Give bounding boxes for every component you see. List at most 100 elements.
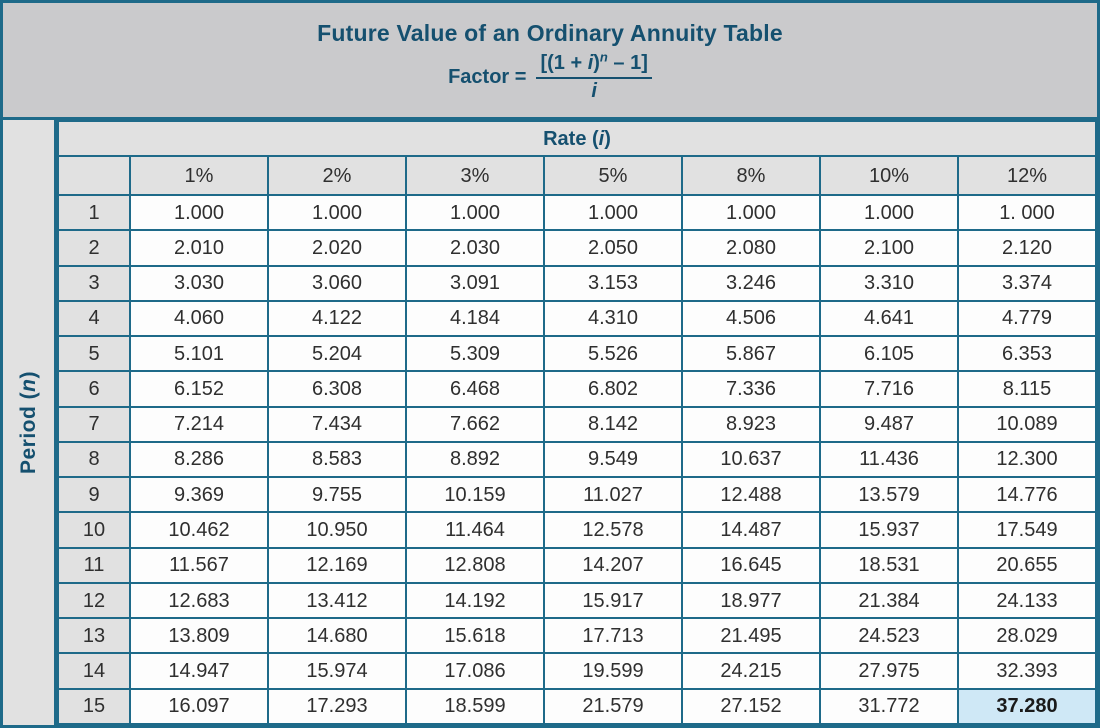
formula-fraction: [(1 + i)n – 1] i <box>536 50 652 103</box>
value-cell: 18.599 <box>405 687 545 726</box>
value-cell: 6.802 <box>543 370 683 408</box>
value-cell: 6.105 <box>819 335 959 373</box>
value-cell: 12.488 <box>681 476 821 514</box>
value-cell: 9.369 <box>129 476 269 514</box>
value-cell: 24.215 <box>681 652 821 690</box>
factor-formula: Factor = [(1 + i)n – 1] i <box>448 50 652 103</box>
value-cell: 6.353 <box>957 335 1097 373</box>
value-cell: 14.192 <box>405 581 545 620</box>
table-row: 1 1.000 1.000 1.000 1.000 1.000 1.000 1. 000 <box>57 193 1097 232</box>
value-cell: 3.246 <box>681 264 821 302</box>
period-cell: 6 <box>57 370 131 408</box>
value-cell: 4.184 <box>405 299 545 338</box>
table-row: 15 16.097 17.293 18.599 21.579 27.152 31.772 37… <box>57 687 1097 726</box>
table-row: 4 4.060 4.122 4.184 4.310 4.506 4.641 4.779 <box>57 299 1097 338</box>
value-cell: 2.020 <box>267 229 407 267</box>
formula-denominator: i <box>591 79 597 102</box>
period-cell: 5 <box>57 335 131 373</box>
rate-col-header: 5% <box>543 155 683 196</box>
value-cell: 8.892 <box>405 440 545 479</box>
table-row: 3 3.030 3.060 3.091 3.153 3.246 3.310 3.374 <box>57 264 1097 302</box>
value-cell: 15.618 <box>405 617 545 655</box>
value-cell: 6.152 <box>129 370 269 408</box>
period-cell: 9 <box>57 476 131 514</box>
value-cell: 2.050 <box>543 229 683 267</box>
value-cell: 14.776 <box>957 476 1097 514</box>
value-cell: 7.214 <box>129 405 269 443</box>
value-cell: 24.133 <box>957 581 1097 620</box>
value-cell: 13.579 <box>819 476 959 514</box>
value-cell: 5.867 <box>681 335 821 373</box>
value-cell: 3.153 <box>543 264 683 302</box>
value-cell: 5.526 <box>543 335 683 373</box>
value-cell: 27.152 <box>681 687 821 726</box>
value-cell: 5.204 <box>267 335 407 373</box>
formula-numerator: [(1 + i)n – 1] <box>536 50 652 79</box>
value-cell: 13.809 <box>129 617 269 655</box>
period-cell: 15 <box>57 687 131 726</box>
value-cell: 12.578 <box>543 511 683 549</box>
value-cell: 1.000 <box>405 193 545 232</box>
value-cell: 3.060 <box>267 264 407 302</box>
value-cell: 2.100 <box>819 229 959 267</box>
value-cell: 11.436 <box>819 440 959 479</box>
value-cell: 17.293 <box>267 687 407 726</box>
figure-title: Future Value of an Ordinary Annuity Tabl… <box>317 19 783 46</box>
rate-col-header: 12% <box>957 155 1097 196</box>
value-cell: 3.030 <box>129 264 269 302</box>
value-cell: 5.101 <box>129 335 269 373</box>
table-row: 6 6.152 6.308 6.468 6.802 7.336 7.716 8.115 <box>57 370 1097 408</box>
value-cell: 3.374 <box>957 264 1097 302</box>
value-cell: 15.917 <box>543 581 683 620</box>
table-row: 2 2.010 2.020 2.030 2.050 2.080 2.100 2.120 <box>57 229 1097 267</box>
value-cell: 18.977 <box>681 581 821 620</box>
value-cell: 1.000 <box>819 193 959 232</box>
table-row: 9 9.369 9.755 10.159 11.027 12.488 13.579 14.77… <box>57 476 1097 514</box>
value-cell: 12.169 <box>267 546 407 584</box>
value-cell: 9.549 <box>543 440 683 479</box>
value-cell: 24.523 <box>819 617 959 655</box>
value-cell: 15.974 <box>267 652 407 690</box>
value-cell: 1.000 <box>129 193 269 232</box>
value-cell: 20.655 <box>957 546 1097 584</box>
rate-axis-label: Rate (i) <box>57 120 1097 157</box>
value-cell: 18.531 <box>819 546 959 584</box>
value-cell: 4.779 <box>957 299 1097 338</box>
value-cell: 11.027 <box>543 476 683 514</box>
value-cell: 10.637 <box>681 440 821 479</box>
value-cell: 2.120 <box>957 229 1097 267</box>
value-cell: 21.495 <box>681 617 821 655</box>
value-cell: 27.975 <box>819 652 959 690</box>
value-cell: 14.947 <box>129 652 269 690</box>
value-cell: 14.487 <box>681 511 821 549</box>
value-cell: 11.567 <box>129 546 269 584</box>
value-cell: 6.308 <box>267 370 407 408</box>
value-cell: 7.716 <box>819 370 959 408</box>
value-cell: 7.336 <box>681 370 821 408</box>
value-cell: 7.434 <box>267 405 407 443</box>
corner-cell <box>57 155 131 196</box>
value-cell: 2.030 <box>405 229 545 267</box>
value-cell: 2.080 <box>681 229 821 267</box>
value-cell: 14.680 <box>267 617 407 655</box>
period-cell: 14 <box>57 652 131 690</box>
value-cell: 6.468 <box>405 370 545 408</box>
value-cell: 4.641 <box>819 299 959 338</box>
rate-col-header: 2% <box>267 155 407 196</box>
annuity-factor-table: Rate (i) 1% 2% 3% 5% 8% 10% 12% 1 1.000 1.000 1.0… <box>57 120 1097 726</box>
value-cell: 10.950 <box>267 511 407 549</box>
value-cell: 32.393 <box>957 652 1097 690</box>
value-cell: 1.000 <box>267 193 407 232</box>
value-cell: 11.464 <box>405 511 545 549</box>
table-row: 14 14.947 15.974 17.086 19.599 24.215 27.975 32… <box>57 652 1097 690</box>
value-cell: 17.549 <box>957 511 1097 549</box>
value-cell: 9.755 <box>267 476 407 514</box>
value-cell: 8.923 <box>681 405 821 443</box>
period-axis-label: Period (n) <box>16 370 40 474</box>
value-cell: 10.462 <box>129 511 269 549</box>
value-cell: 16.097 <box>129 687 269 726</box>
value-cell: 8.583 <box>267 440 407 479</box>
period-cell: 12 <box>57 581 131 620</box>
period-cell: 1 <box>57 193 131 232</box>
